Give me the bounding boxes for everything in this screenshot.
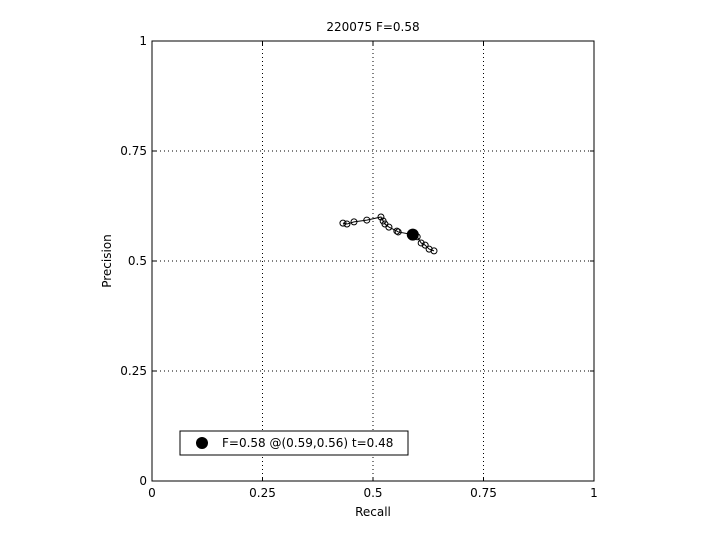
y-tick-label: 0 bbox=[139, 474, 147, 488]
x-tick-label: 0.75 bbox=[470, 486, 497, 500]
x-tick-label: 0 bbox=[148, 486, 156, 500]
data-point bbox=[343, 220, 351, 228]
data-point bbox=[363, 216, 371, 224]
best-f-point bbox=[406, 228, 419, 241]
data-point bbox=[425, 245, 433, 253]
data-point bbox=[377, 213, 385, 221]
y-axis-label: Precision bbox=[100, 234, 114, 288]
x-axis-label: Recall bbox=[355, 505, 391, 519]
y-tick-label: 1 bbox=[139, 34, 147, 48]
data-point bbox=[417, 239, 425, 247]
x-tick-label: 0.5 bbox=[363, 486, 382, 500]
x-tick-label: 0.25 bbox=[249, 486, 276, 500]
data-point bbox=[339, 219, 347, 227]
y-tick-label: 0.25 bbox=[120, 364, 147, 378]
data-point bbox=[430, 247, 438, 255]
y-tick-label: 0.75 bbox=[120, 144, 147, 158]
series-line bbox=[342, 216, 435, 252]
ticks: 0 0.25 0.5 0.75 1 0 0.25 0.5 0.75 1 bbox=[120, 34, 598, 500]
data-point bbox=[421, 241, 429, 249]
legend-label: F=0.58 @(0.59,0.56) t=0.48 bbox=[222, 436, 393, 450]
y-tick-label: 0.5 bbox=[128, 254, 147, 268]
legend-box bbox=[179, 430, 409, 456]
data-point bbox=[350, 218, 358, 226]
grid bbox=[152, 41, 594, 481]
chart-title: 220075 F=0.58 bbox=[326, 20, 419, 34]
legend-marker bbox=[196, 437, 208, 449]
data-point bbox=[394, 228, 402, 236]
legend: F=0.58 @(0.59,0.56) t=0.48 bbox=[179, 430, 409, 456]
data-point bbox=[393, 227, 401, 235]
x-tick-label: 1 bbox=[590, 486, 598, 500]
series bbox=[339, 213, 438, 255]
data-point bbox=[385, 223, 393, 231]
